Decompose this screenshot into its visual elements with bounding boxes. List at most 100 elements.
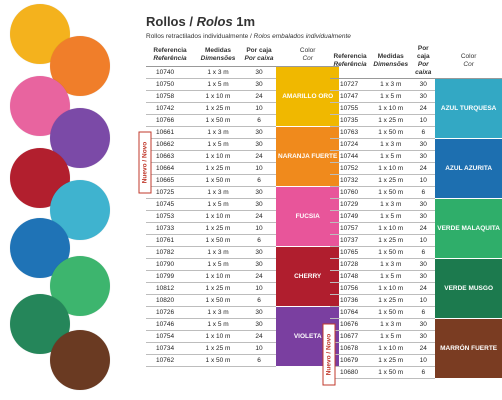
cell-dim: 1 x 50 m (194, 354, 242, 367)
cell-ref: 10677 (330, 330, 371, 343)
cell-ref: 10763 (330, 126, 371, 139)
new-badge-left: Nuevo / Novo (138, 131, 152, 194)
table-row: 10799 1 x 10 m 24 (146, 270, 339, 283)
cell-qty: 30 (242, 186, 276, 199)
cell-qty: 10 (242, 162, 276, 175)
cell-dim: 1 x 25 m (194, 222, 242, 235)
cell-dim: 1 x 50 m (370, 306, 412, 319)
title-size: 1m (232, 14, 256, 29)
cell-ref: 10736 (330, 294, 371, 307)
cell-dim: 1 x 5 m (370, 210, 412, 223)
table-row: 10733 1 x 25 m 10 (146, 222, 339, 235)
table-row: 10734 1 x 25 m 10 (146, 342, 339, 355)
cell-dim: 1 x 25 m (370, 294, 412, 307)
cell-dim: 1 x 5 m (370, 270, 412, 283)
table-row: 10746 1 x 5 m 30 (146, 318, 339, 331)
table-row: 10745 1 x 5 m 30 (146, 198, 339, 211)
cell-dim: 1 x 50 m (370, 126, 412, 139)
cell-ref: 10755 (330, 102, 371, 115)
cell-ref: 10679 (330, 354, 371, 367)
table-row: 10742 1 x 25 m 10 (146, 102, 339, 115)
cell-dim: 1 x 5 m (370, 330, 412, 343)
color-cell: MARRÓN FUERTE (435, 318, 502, 379)
cell-dim: 1 x 5 m (194, 198, 242, 211)
table-row: 10736 1 x 25 m 10 (330, 294, 502, 307)
color-cell: CHERRY (276, 246, 340, 307)
cell-ref: 10745 (146, 198, 194, 211)
cell-ref: 10760 (330, 186, 371, 199)
cell-qty: 6 (242, 354, 276, 367)
table-row: 10747 1 x 5 m 30 (330, 90, 502, 103)
table-row: 10740 1 x 3 m 30 AMARILLO ORO (146, 66, 340, 127)
table-row: 10749 1 x 5 m 30 (330, 210, 502, 223)
cell-dim: 1 x 3 m (194, 246, 242, 259)
cell-dim: 1 x 25 m (194, 342, 242, 355)
header-box: Por caja Por caixa (242, 44, 276, 67)
cell-ref: 10662 (146, 138, 194, 151)
cell-dim: 1 x 10 m (194, 150, 242, 163)
title-italic: Rolos (196, 14, 233, 29)
table-row: 10724 1 x 3 m 30 AZUL AZURITA (330, 138, 502, 199)
cell-qty: 24 (411, 342, 436, 355)
cell-dim: 1 x 5 m (370, 90, 412, 103)
cell-ref: 10734 (146, 342, 194, 355)
cell-qty: 30 (411, 78, 436, 91)
cell-qty: 30 (411, 138, 436, 151)
cell-dim: 1 x 25 m (194, 162, 242, 175)
table-row: 10728 1 x 3 m 30 VERDE MUSGO (330, 258, 502, 319)
table-row: 10757 1 x 10 m 24 (330, 222, 502, 235)
cell-ref: 10729 (330, 198, 371, 211)
cell-ref: 10750 (146, 78, 194, 91)
color-cell: FUCSIA (276, 186, 340, 247)
table-row: 10732 1 x 25 m 10 (330, 174, 502, 187)
table-row: 10754 1 x 10 m 24 (146, 330, 339, 343)
cell-ref: 10737 (330, 234, 371, 247)
cell-qty: 10 (411, 294, 436, 307)
table-row: 10744 1 x 5 m 30 (330, 150, 502, 163)
cell-dim: 1 x 50 m (370, 366, 412, 379)
cell-dim: 1 x 10 m (370, 102, 412, 115)
table-row: 10661 1 x 3 m 30 NARANJA FUERTE (146, 126, 340, 187)
cell-ref: 10820 (146, 294, 194, 307)
cell-qty: 10 (242, 342, 276, 355)
cell-qty: 30 (242, 138, 276, 151)
header-box: Por caja Por caixa (411, 44, 436, 79)
cell-dim: 1 x 5 m (194, 138, 242, 151)
cell-dim: 1 x 10 m (194, 90, 242, 103)
color-cell: NARANJA FUERTE (276, 126, 340, 187)
cell-qty: 24 (411, 222, 436, 235)
swatch-circle (50, 330, 110, 390)
cell-dim: 1 x 3 m (370, 318, 412, 331)
cell-qty: 30 (242, 318, 276, 331)
cell-qty: 24 (242, 150, 276, 163)
cell-dim: 1 x 10 m (370, 282, 412, 295)
table-row: 10726 1 x 3 m 30 VIOLETA (146, 306, 340, 367)
cell-dim: 1 x 3 m (194, 126, 242, 139)
cell-dim: 1 x 10 m (194, 270, 242, 283)
cell-dim: 1 x 3 m (194, 306, 242, 319)
cell-qty: 30 (242, 78, 276, 91)
cell-ref: 10747 (330, 90, 371, 103)
cell-dim: 1 x 50 m (194, 174, 242, 187)
cell-ref: 10746 (146, 318, 194, 331)
cell-ref: 10765 (330, 246, 371, 259)
cell-qty: 24 (242, 210, 276, 223)
cell-dim: 1 x 3 m (194, 66, 242, 79)
table-row: 10812 1 x 25 m 10 (146, 282, 339, 295)
cell-qty: 10 (411, 234, 436, 247)
cell-ref: 10664 (146, 162, 194, 175)
cell-qty: 10 (411, 354, 436, 367)
color-cell: VERDE MALAQUITA (435, 198, 502, 259)
cell-ref: 10661 (146, 126, 194, 139)
cell-qty: 30 (242, 66, 276, 79)
cell-qty: 30 (411, 90, 436, 103)
cell-ref: 10756 (330, 282, 371, 295)
cell-ref: 10665 (146, 174, 194, 187)
cell-dim: 1 x 25 m (370, 114, 412, 127)
table-row: 10782 1 x 3 m 30 CHERRY (146, 246, 340, 307)
table-row: 10758 1 x 10 m 24 (146, 90, 339, 103)
cell-dim: 1 x 50 m (194, 114, 242, 127)
table-row: 10664 1 x 25 m 10 (146, 162, 339, 175)
cell-ref: 10782 (146, 246, 194, 259)
